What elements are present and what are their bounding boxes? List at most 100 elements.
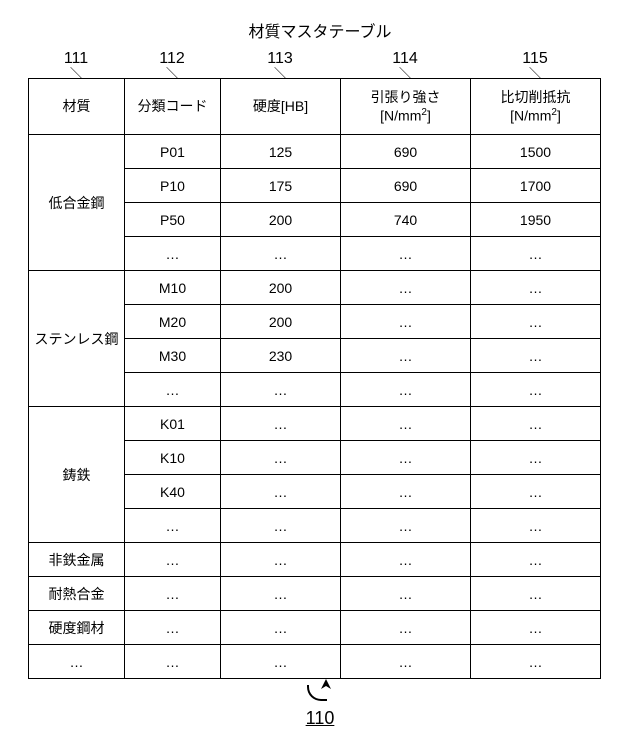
table-row: 低合金鋼P011256901500 bbox=[29, 135, 601, 169]
hardness-cell: 125 bbox=[221, 135, 341, 169]
code-cell: … bbox=[125, 543, 221, 577]
col-specific-cutting: 比切削抵抗 [N/mm2] bbox=[471, 79, 601, 135]
tensile-cell: … bbox=[341, 339, 471, 373]
code-cell: … bbox=[125, 577, 221, 611]
tensile-cell: 690 bbox=[341, 169, 471, 203]
cutting-cell: 1950 bbox=[471, 203, 601, 237]
tensile-cell: … bbox=[341, 645, 471, 679]
tensile-cell: … bbox=[341, 407, 471, 441]
tick-icon: ＼ bbox=[28, 70, 124, 76]
tensile-cell: … bbox=[341, 509, 471, 543]
material-cell: 耐熱合金 bbox=[29, 577, 125, 611]
hardness-cell: 175 bbox=[221, 169, 341, 203]
material-cell: … bbox=[29, 645, 125, 679]
table-row: 耐熱合金………… bbox=[29, 577, 601, 611]
tensile-cell: … bbox=[341, 237, 471, 271]
code-cell: … bbox=[125, 373, 221, 407]
table-row: ステンレス鋼M10200…… bbox=[29, 271, 601, 305]
cutting-cell: … bbox=[471, 237, 601, 271]
table-row: 鋳鉄K01……… bbox=[29, 407, 601, 441]
hardness-cell: … bbox=[221, 543, 341, 577]
hardness-cell: … bbox=[221, 237, 341, 271]
table-row: 非鉄金属………… bbox=[29, 543, 601, 577]
hardness-cell: 230 bbox=[221, 339, 341, 373]
tensile-cell: … bbox=[341, 441, 471, 475]
col-sc-l2: [N/mm bbox=[510, 108, 551, 124]
hardness-cell: … bbox=[221, 475, 341, 509]
cutting-cell: … bbox=[471, 645, 601, 679]
col-tensile-l2: [N/mm bbox=[380, 108, 421, 124]
tick-icon: ＼ bbox=[124, 70, 220, 76]
code-cell: … bbox=[125, 611, 221, 645]
tensile-cell: … bbox=[341, 543, 471, 577]
hardness-cell: 200 bbox=[221, 203, 341, 237]
col-sc-close: ] bbox=[557, 108, 561, 124]
hardness-cell: … bbox=[221, 577, 341, 611]
hardness-cell: 200 bbox=[221, 271, 341, 305]
tensile-cell: … bbox=[341, 373, 471, 407]
tensile-cell: … bbox=[341, 577, 471, 611]
material-cell: ステンレス鋼 bbox=[29, 271, 125, 407]
cutting-cell: … bbox=[471, 475, 601, 509]
tensile-cell: 690 bbox=[341, 135, 471, 169]
table-header-row: 材質 分類コード 硬度[HB] 引張り強さ [N/mm2] 比切削抵抗 [N/m… bbox=[29, 79, 601, 135]
col-tensile-close: ] bbox=[427, 108, 431, 124]
footer-ref-number: 110 bbox=[306, 708, 335, 729]
table-title: 材質マスタテーブル bbox=[28, 18, 612, 42]
table-row: 硬度鋼材………… bbox=[29, 611, 601, 645]
tick-icon: ＼ bbox=[220, 70, 340, 76]
code-cell: P50 bbox=[125, 203, 221, 237]
cutting-cell: … bbox=[471, 611, 601, 645]
code-cell: … bbox=[125, 509, 221, 543]
col-tensile: 引張り強さ [N/mm2] bbox=[341, 79, 471, 135]
col-sc-l1: 比切削抵抗 bbox=[501, 89, 571, 105]
hardness-cell: … bbox=[221, 611, 341, 645]
material-cell: 低合金鋼 bbox=[29, 135, 125, 271]
code-cell: K10 bbox=[125, 441, 221, 475]
cutting-cell: 1500 bbox=[471, 135, 601, 169]
tensile-cell: 740 bbox=[341, 203, 471, 237]
hardness-cell: … bbox=[221, 645, 341, 679]
cutting-cell: … bbox=[471, 407, 601, 441]
tensile-cell: … bbox=[341, 271, 471, 305]
hardness-cell: … bbox=[221, 373, 341, 407]
cutting-cell: … bbox=[471, 509, 601, 543]
code-cell: … bbox=[125, 237, 221, 271]
tick-icon: ＼ bbox=[340, 70, 470, 76]
code-cell: … bbox=[125, 645, 221, 679]
tensile-cell: … bbox=[341, 305, 471, 339]
column-ref-numbers: 111 112 113 114 115 bbox=[28, 50, 612, 68]
code-cell: M10 bbox=[125, 271, 221, 305]
table-row: …………… bbox=[29, 645, 601, 679]
code-cell: P01 bbox=[125, 135, 221, 169]
material-master-table: 材質 分類コード 硬度[HB] 引張り強さ [N/mm2] 比切削抵抗 [N/m… bbox=[28, 78, 601, 679]
material-cell: 非鉄金属 bbox=[29, 543, 125, 577]
hardness-cell: … bbox=[221, 441, 341, 475]
code-cell: M20 bbox=[125, 305, 221, 339]
cutting-cell: … bbox=[471, 305, 601, 339]
cutting-cell: … bbox=[471, 339, 601, 373]
material-cell: 硬度鋼材 bbox=[29, 611, 125, 645]
material-cell: 鋳鉄 bbox=[29, 407, 125, 543]
tick-icon: ＼ bbox=[470, 70, 600, 76]
arrowhead-icon bbox=[321, 679, 331, 689]
code-cell: K40 bbox=[125, 475, 221, 509]
code-cell: K01 bbox=[125, 407, 221, 441]
cutting-cell: 1700 bbox=[471, 169, 601, 203]
cutting-cell: … bbox=[471, 271, 601, 305]
hardness-cell: 200 bbox=[221, 305, 341, 339]
col-tensile-l1: 引張り強さ bbox=[371, 89, 441, 105]
col-material: 材質 bbox=[29, 79, 125, 135]
hardness-cell: … bbox=[221, 509, 341, 543]
tensile-cell: … bbox=[341, 475, 471, 509]
column-ref-ticks: ＼ ＼ ＼ ＼ ＼ bbox=[28, 70, 612, 76]
code-cell: M30 bbox=[125, 339, 221, 373]
col-hardness: 硬度[HB] bbox=[221, 79, 341, 135]
tensile-cell: … bbox=[341, 611, 471, 645]
cutting-cell: … bbox=[471, 373, 601, 407]
cutting-cell: … bbox=[471, 543, 601, 577]
cutting-cell: … bbox=[471, 577, 601, 611]
hardness-cell: … bbox=[221, 407, 341, 441]
col-class-code: 分類コード bbox=[125, 79, 221, 135]
footer-ref: 110 bbox=[28, 689, 612, 729]
